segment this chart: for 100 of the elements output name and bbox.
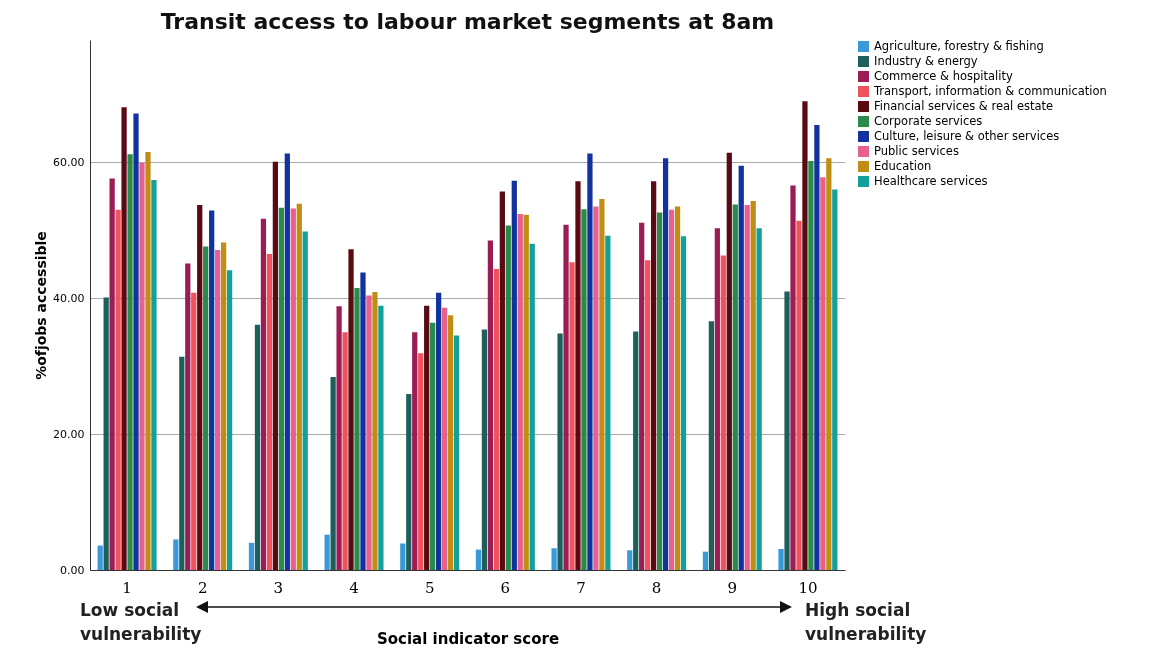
bar [778,548,784,570]
bar [796,220,802,570]
bar [366,295,372,570]
bar [296,203,302,570]
bar [475,549,482,570]
bar [418,353,424,570]
bar [441,307,448,570]
bar [97,545,103,570]
bar [738,165,744,570]
bar [732,204,738,570]
bar [290,208,296,570]
bar [400,543,406,570]
bar [662,158,669,570]
bar [348,249,354,570]
bar [115,209,121,570]
bar [412,332,418,570]
bar [133,113,139,570]
bar [447,315,454,570]
bar [302,231,308,570]
bar [336,306,342,570]
bar [378,305,384,570]
bar [702,551,709,570]
bar [593,206,599,570]
x-tick-label: 5 [424,578,435,597]
bar [551,548,557,570]
bar [372,292,378,570]
x-tick-label: 9 [727,578,738,597]
bar [272,161,279,570]
bar [109,178,115,570]
bar [744,205,750,570]
bar [185,263,191,570]
bar [784,291,790,570]
bar [260,218,267,570]
bar [145,152,151,570]
bar [587,153,593,570]
bar [557,333,563,570]
bar [581,209,587,570]
bar [569,262,575,570]
bar [599,199,605,570]
bar [424,305,430,570]
bar [645,260,651,570]
bar [563,224,569,570]
x-axis-title: Social indicator score [376,629,560,648]
legend-label: Transport, information & communication [873,83,1107,98]
x-tick-label: 7 [576,578,586,597]
bar [627,550,633,570]
bar [826,158,832,570]
text: Low social vulnerability [80,599,203,646]
bar [173,539,179,570]
bar [121,107,127,570]
bar [714,228,720,570]
y-tick-label: 0.00 [60,563,85,577]
x-tick-label: 8 [651,578,662,597]
bar [215,249,221,570]
bar [354,288,360,570]
legend-label: Industry & energy [874,53,978,68]
bar [179,356,185,570]
bar [820,177,826,570]
bar [674,206,681,570]
bar [633,331,639,570]
bar [248,542,255,570]
legend-label: Culture, leisure & other services [874,128,1060,143]
legend-label: Healthcare services [874,173,988,188]
x-tick-label: 2 [197,578,208,597]
bar [221,242,227,570]
bar [254,324,261,570]
bar [708,321,714,570]
bar [493,268,499,570]
bar [209,210,215,570]
bar [278,207,284,570]
bar [487,240,494,570]
bar [808,160,814,570]
y-tick-label: 60.00 [53,155,85,169]
bar [720,255,726,570]
bar [790,185,796,570]
legend-label: Agriculture, forestry & fishing [874,38,1044,53]
x-tick-label: 3 [273,578,284,597]
bar [481,329,488,570]
bar [324,534,330,570]
bar [197,205,203,570]
text: High social vulnerability [805,599,928,646]
bar [226,270,233,570]
bar [802,101,808,570]
bar [680,236,687,570]
x-tick-label: 10 [798,578,818,597]
bar [191,292,197,570]
chart-title: Transit access to labour market segments at 8am [160,9,775,34]
bar [436,292,442,570]
legend-label: Corporate services [874,113,983,128]
bar [453,335,460,570]
bar [284,153,290,570]
x-tick-label: 1 [122,578,132,597]
bar [330,377,336,570]
bar [499,191,505,570]
bar [832,189,838,570]
bar [814,124,820,570]
bar [750,201,756,570]
x-tick-label: 6 [500,578,511,597]
bar [529,243,535,570]
bar [511,180,517,570]
